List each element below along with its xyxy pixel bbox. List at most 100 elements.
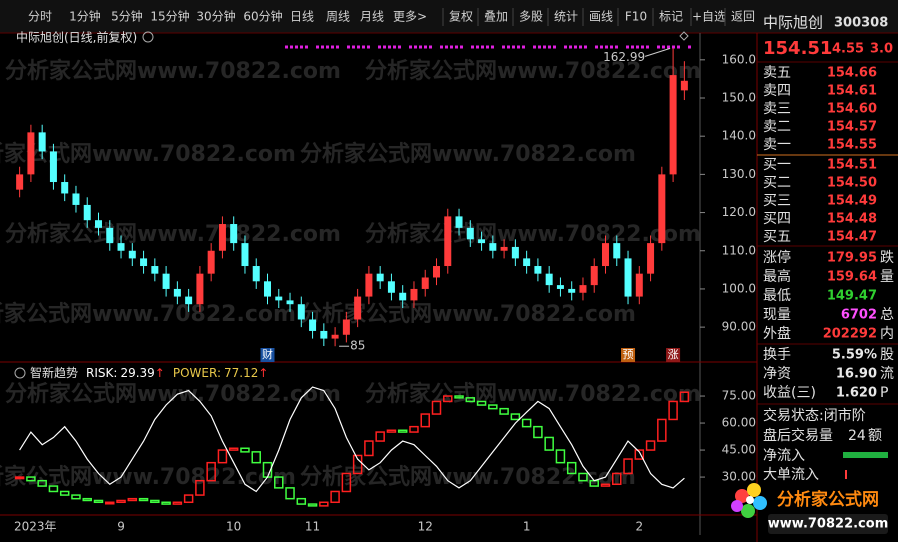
toolbar-button[interactable]: 分时 [28, 10, 52, 24]
indicator-title: 智新趋势 [30, 365, 78, 380]
toolbar-button[interactable]: +自选 [692, 10, 726, 24]
toolbar-button[interactable]: 叠加 [484, 10, 508, 24]
quote-extra: P [880, 385, 888, 401]
event-marker[interactable] [666, 348, 681, 362]
power-bar [217, 449, 228, 464]
quote-label: 收益(三) [763, 385, 816, 401]
candle-body [433, 266, 440, 278]
y-tick-label: 90.00 [722, 320, 756, 334]
toolbar-bg [0, 0, 898, 33]
candle-body [275, 296, 283, 301]
x-tick-label: 9 [117, 520, 125, 534]
watermark: 分析家公式网www.70822.com [300, 464, 636, 490]
toolbar-button[interactable]: 多股 [519, 10, 543, 24]
indicator-icon [14, 367, 26, 379]
candle-body [218, 224, 226, 251]
toolbar-button[interactable]: 标记 [659, 10, 683, 24]
quote-value: 202292 [823, 327, 877, 342]
candle-body [196, 273, 204, 305]
quote-value: 154.61 [827, 84, 877, 99]
quote-label: 涨停 [763, 249, 791, 266]
power-bar [499, 407, 509, 415]
power-bar [533, 425, 543, 439]
candle-body [568, 288, 576, 293]
quote-value: 179.95 [827, 251, 877, 266]
y-tick-label: 140.0 [722, 129, 756, 143]
watermark: 分析家公式网www.70822.com [365, 381, 701, 407]
toolbar-button[interactable]: 复权 [449, 10, 473, 24]
candle-body [264, 281, 271, 297]
toolbar-button[interactable]: 更多> [393, 10, 427, 24]
y-tick-label: 60.00 [722, 416, 756, 430]
power-bar [307, 503, 318, 507]
candle-body [151, 266, 159, 274]
dropdown-icon[interactable] [142, 31, 154, 43]
quote-label: 换手 [763, 346, 791, 363]
power-bar [183, 494, 194, 504]
quote-label: 买二 [763, 175, 791, 191]
legend-trend: ↑ [258, 366, 268, 380]
toolbar-button[interactable]: 返回 [731, 10, 755, 24]
after-hours-extra: 额 [868, 428, 882, 444]
watermark: 分析家公式网www.70822.com [300, 301, 636, 327]
event-marker[interactable] [260, 348, 275, 362]
change: 4.55 [832, 42, 864, 57]
logo-title: 分析家公式网 [777, 489, 879, 510]
candle-body [635, 273, 643, 297]
toolbar-button[interactable]: 30分钟 [196, 9, 235, 24]
event-marker[interactable] [621, 348, 636, 362]
quote-extra: 股 [880, 347, 894, 363]
tool-icon[interactable] [679, 31, 689, 41]
candle-body [376, 273, 384, 282]
candle-body [342, 319, 350, 335]
toolbar-button[interactable]: 日线 [290, 10, 314, 24]
quote-label: 卖五 [763, 65, 791, 81]
power-bar [566, 461, 577, 475]
candle-body [545, 273, 553, 286]
toolbar-button[interactable]: 15分钟 [150, 9, 189, 24]
candle-body [478, 239, 486, 244]
quote-value: 154.60 [827, 102, 877, 117]
candle-body [500, 246, 508, 251]
candle-body [489, 243, 497, 251]
toolbar-button[interactable]: 统计 [554, 10, 578, 24]
power-bar [679, 391, 690, 403]
candle-body [106, 227, 114, 244]
watermark: 分析家公式网www.70822.com [5, 221, 341, 247]
toolbar-button[interactable]: 60分钟 [243, 9, 282, 24]
power-bar [544, 436, 554, 451]
toolbar-button[interactable]: 5分钟 [111, 9, 143, 24]
candle-body [680, 80, 688, 91]
candle-body [647, 243, 655, 274]
y-tick-label: 100.0 [722, 281, 756, 295]
candle-body [38, 132, 46, 152]
quote-value: 159.64 [827, 270, 877, 285]
quote-value: 1.620 [836, 386, 877, 401]
candle-body [286, 300, 294, 305]
power-bar [521, 418, 532, 428]
candle-body [83, 204, 91, 221]
power-bar [330, 490, 340, 504]
indicator-legend: 智新趋势 RISK: 29.39↑ POWER: 77.12↑ [30, 365, 268, 380]
power-bar [352, 454, 363, 475]
power-bar [386, 429, 397, 433]
candle-body [320, 330, 328, 339]
toolbar-button[interactable]: 月线 [360, 10, 384, 24]
toolbar-button[interactable]: 1分钟 [69, 9, 101, 24]
quote-label: 买一 [763, 157, 791, 173]
price: 154.51 [763, 38, 832, 59]
toolbar-button[interactable]: F10 [625, 10, 647, 24]
toolbar-button[interactable]: 画线 [589, 10, 613, 24]
watermark: 分析家公式网www.70822.com [365, 58, 701, 84]
quote-extra: 总 [880, 307, 894, 323]
y-tick-label: 130.0 [722, 167, 756, 181]
candle-body [185, 296, 193, 305]
candle-body [72, 193, 80, 205]
toolbar-button[interactable]: 周线 [326, 10, 350, 24]
y-tick-label: 120.0 [722, 205, 756, 219]
quote-value: 154.49 [827, 194, 877, 209]
quote-label: 卖一 [763, 137, 791, 153]
power-bar [82, 497, 92, 502]
candle-body [117, 243, 125, 251]
